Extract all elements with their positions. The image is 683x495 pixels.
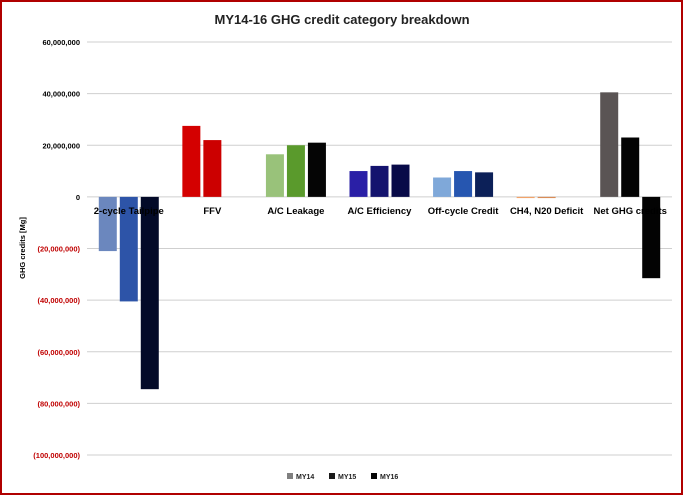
category-label: CH4, N20 Deficit <box>510 206 584 217</box>
chart-title: MY14-16 GHG credit category breakdown <box>214 12 469 27</box>
bar-my14 <box>349 171 368 197</box>
y-tick-label: 40,000,000 <box>42 90 80 99</box>
y-tick-label: 20,000,000 <box>42 141 80 150</box>
legend-label: MY16 <box>380 474 398 481</box>
bar-my16 <box>642 196 661 279</box>
bar-my14 <box>600 92 619 197</box>
y-tick-label: (40,000,000) <box>37 296 80 305</box>
y-tick-label: (20,000,000) <box>37 245 80 254</box>
y-tick-label: 0 <box>76 193 80 202</box>
bar-my15 <box>286 145 305 197</box>
bar-my15 <box>203 140 222 197</box>
bar-my14 <box>516 196 535 199</box>
bar-my14 <box>98 196 117 252</box>
legend-swatch <box>287 473 293 479</box>
y-tick-label: (80,000,000) <box>37 399 80 408</box>
legend-swatch <box>329 473 335 479</box>
bar-my15 <box>454 171 473 197</box>
bar-my15 <box>370 165 389 197</box>
bar-my16 <box>391 164 410 197</box>
category-label: 2-cycle Tailpipe <box>94 206 164 217</box>
bar-my16 <box>475 172 494 197</box>
y-axis-label: GHG credits [Mg] <box>18 217 27 279</box>
bar-my16 <box>307 142 326 197</box>
bar-my14 <box>182 125 201 197</box>
bar-my15 <box>119 196 138 302</box>
y-tick-label: (60,000,000) <box>37 348 80 357</box>
y-tick-label: (100,000,000) <box>33 451 80 460</box>
legend: MY14 MY15 MY16 <box>287 473 398 481</box>
bar-my15 <box>621 137 640 197</box>
legend-label: MY15 <box>338 474 356 481</box>
bars <box>98 92 661 390</box>
legend-swatch <box>371 473 377 479</box>
category-labels: 2-cycle Tailpipe FFV A/C Leakage A/C Effici… <box>94 206 667 217</box>
legend-label: MY14 <box>296 474 314 481</box>
y-axis-ticks: 60,000,000 40,000,000 20,000,000 0 (20,000,0… <box>33 38 80 460</box>
category-label: FFV <box>203 206 222 217</box>
category-label: A/C Leakage <box>267 206 324 217</box>
bar-my14 <box>265 154 284 197</box>
category-label: Net GHG credits <box>594 206 667 217</box>
bar-my16 <box>140 196 159 390</box>
grid <box>87 41 672 456</box>
y-tick-label: 60,000,000 <box>42 38 80 47</box>
bar-my14 <box>433 177 452 197</box>
category-label: Off-cycle Credit <box>428 206 500 217</box>
bar-my15 <box>537 196 556 199</box>
category-label: A/C Efficiency <box>348 206 413 217</box>
